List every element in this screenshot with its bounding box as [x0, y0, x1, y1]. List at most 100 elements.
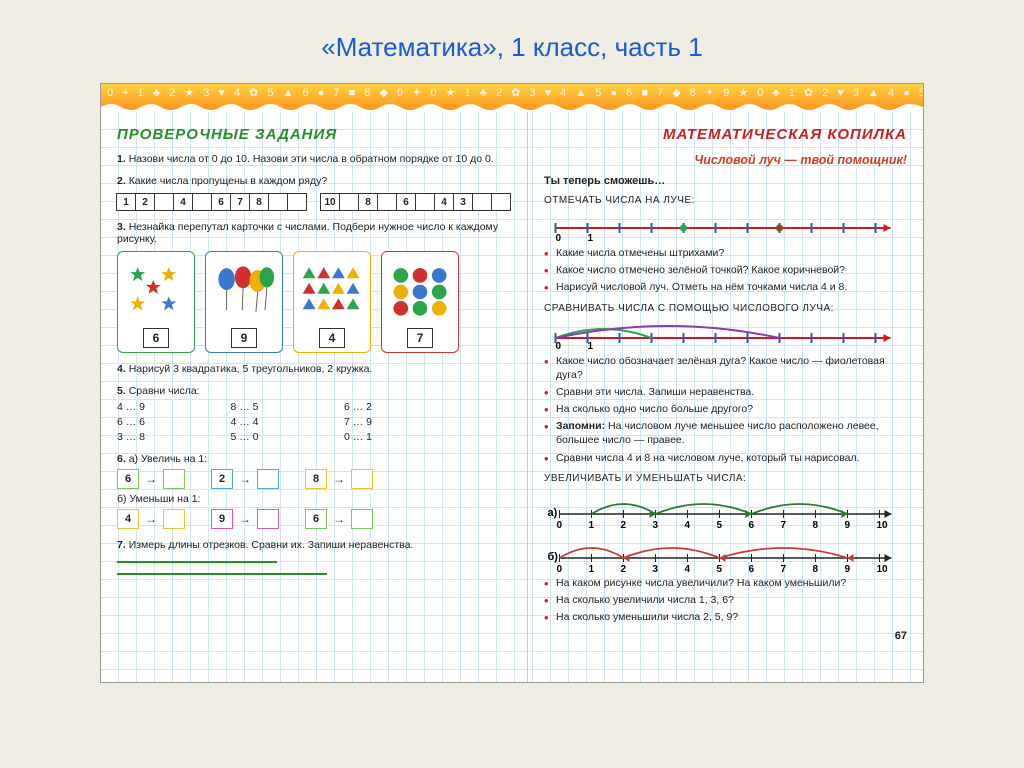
seq-cell: [287, 193, 307, 211]
section-2-cap: СРАВНИВАТЬ ЧИСЛА С ПОМОЩЬЮ ЧИСЛОВОГО ЛУЧ…: [544, 303, 907, 314]
bullet-item: Какое число отмечено зелёной точкой? Как…: [544, 263, 907, 277]
svg-text:2: 2: [621, 564, 627, 572]
decorative-top-border: 0 + 1 ♣ 2 ★ 3 ♥ 4 ✿ 5 ▲ 6 ● 7 ■ 8 ◆ 9 ✦ …: [101, 84, 923, 112]
segments: [117, 561, 511, 575]
task-5: 5. Сравни числа: 4 … 98 … 56 … 26 … 64 ……: [117, 385, 511, 443]
svg-text:3: 3: [653, 564, 659, 572]
bullet-item: Сравни эти числа. Запиши неравенства.: [544, 385, 907, 399]
section-3-cap: УВЕЛИЧИВАТЬ И УМЕНЬШАТЬ ЧИСЛА:: [544, 473, 907, 484]
seq-cell: [377, 193, 397, 211]
svg-text:0: 0: [556, 341, 562, 350]
svg-text:4: 4: [685, 564, 691, 572]
chain-box: 4: [117, 509, 139, 529]
compare-cell: 6 … 2: [344, 401, 426, 413]
task-3-num: 3.: [117, 221, 126, 233]
compare-grid: 4 … 98 … 56 … 26 … 64 … 47 … 93 … 85 … 0…: [117, 401, 511, 443]
right-subheader: Числовой луч — твой помощник!: [544, 153, 907, 167]
svg-text:4: 4: [685, 520, 691, 528]
seq-cell: 6: [396, 193, 416, 211]
chain-box: 6: [305, 509, 327, 529]
section-3-bullets: На каком рисунке числа увеличили? На как…: [544, 576, 907, 625]
arrow-icon: →: [145, 512, 157, 526]
seq-cell: [491, 193, 511, 211]
chain-box: 8: [305, 469, 327, 489]
task-1: 1. Назови числа от 0 до 10. Назови эти ч…: [117, 153, 511, 165]
task-4-num: 4.: [117, 363, 126, 375]
chain-box: 6: [117, 469, 139, 489]
chain-box-empty: [257, 469, 279, 489]
chain-box: 2: [211, 469, 233, 489]
compare-cell: 8 … 5: [231, 401, 313, 413]
svg-text:7: 7: [781, 520, 787, 528]
svg-text:9: 9: [845, 520, 851, 528]
svg-text:5: 5: [717, 520, 723, 528]
task-4: 4. Нарисуй 3 квадратика, 5 треугольников…: [117, 363, 511, 375]
compare-cell: 4 … 4: [231, 416, 313, 428]
bullet-item: Какие числа отмечены штрихами?: [544, 246, 907, 260]
seq-cell: 1: [116, 193, 136, 211]
chain-box-empty: [351, 469, 373, 489]
svg-text:1: 1: [589, 520, 595, 528]
sequence-1: 124678: [117, 193, 307, 211]
svg-text:0: 0: [557, 564, 563, 572]
task-1-num: 1.: [117, 153, 126, 165]
task-7-num: 7.: [117, 539, 126, 551]
svg-text:а): а): [548, 507, 558, 519]
number-line-1: 01: [544, 210, 907, 242]
svg-text:7: 7: [781, 564, 787, 572]
seq-cell: [339, 193, 359, 211]
compare-cell: 0 … 1: [344, 431, 426, 443]
compare-cell: 7 … 9: [344, 416, 426, 428]
seq-cell: 2: [135, 193, 155, 211]
task-3: 3. Незнайка перепутал карточки с числами…: [117, 221, 511, 353]
compare-cell: 5 … 0: [231, 431, 313, 443]
bullet-item: Сравни числа 4 и 8 на числовом луче, кот…: [544, 451, 907, 465]
svg-text:8: 8: [813, 564, 819, 572]
task-6: 6. а) Увеличь на 1: 6→2→8→ б) Уменьши на…: [117, 453, 511, 529]
bullet-item: Нарисуй числовой луч. Отметь на нём точк…: [544, 280, 907, 294]
you-can-text: Ты теперь сможешь…: [544, 175, 907, 187]
arrow-icon: →: [333, 512, 345, 526]
chain-box-empty: [163, 509, 185, 529]
bullet-item: На сколько увеличили числа 1, 3, 6?: [544, 593, 907, 607]
compare-cell: 6 … 6: [117, 416, 199, 428]
seq-cell: 10: [320, 193, 340, 211]
section-1-bullets: Какие числа отмечены штрихами? Какое числ…: [544, 246, 907, 295]
task-3-text: Незнайка перепутал карточки с числами. П…: [117, 221, 498, 245]
task-2-text: Какие числа пропущены в каждом ряду?: [129, 175, 327, 187]
svg-text:8: 8: [813, 520, 819, 528]
chain-a: 6→2→8→: [117, 469, 511, 489]
seq-cell: [415, 193, 435, 211]
chain-b: 4 → 9 → 6 →: [117, 509, 511, 529]
cards-row: 6 9 4 7: [117, 251, 511, 353]
textbook-spread: 0 + 1 ♣ 2 ★ 3 ♥ 4 ✿ 5 ▲ 6 ● 7 ■ 8 ◆ 9 ✦ …: [100, 83, 924, 683]
card-number: 7: [407, 328, 433, 348]
seq-cell: 3: [453, 193, 473, 211]
left-header: ПРОВЕРОЧНЫЕ ЗАДАНИЯ: [117, 126, 511, 143]
svg-text:1: 1: [589, 564, 595, 572]
svg-text:6: 6: [749, 520, 755, 528]
card: 7: [381, 251, 459, 353]
arrow-icon: →: [333, 472, 345, 486]
chain-box: 9: [211, 509, 233, 529]
task-6b-label: б) Уменьши на 1:: [117, 493, 200, 505]
chain-box-empty: [257, 509, 279, 529]
task-4-text: Нарисуй 3 квадратика, 5 треугольников, 2…: [129, 363, 373, 375]
arrow-icon: →: [145, 472, 157, 486]
number-line-3b: б) 0 1 2 3 4 5 6 7 8 9 10: [544, 532, 907, 572]
task-5-num: 5.: [117, 385, 126, 397]
task-7: 7. Измерь длины отрезков. Сравни их. Зап…: [117, 539, 511, 575]
svg-text:0: 0: [557, 520, 563, 528]
arrow-icon: →: [239, 512, 251, 526]
sequence-2: 108643: [321, 193, 511, 211]
number-line-2: 01: [544, 318, 907, 350]
svg-text:1: 1: [588, 341, 594, 350]
right-page: МАТЕМАТИЧЕСКАЯ КОПИЛКА Числовой луч — тв…: [528, 112, 923, 682]
seq-cell: 4: [434, 193, 454, 211]
task-1-text: Назови числа от 0 до 10. Назови эти числ…: [129, 153, 494, 165]
card: 4: [293, 251, 371, 353]
bullet-item: На каком рисунке числа увеличили? На как…: [544, 576, 907, 590]
bullet-item: На сколько уменьшили числа 2, 5, 9?: [544, 610, 907, 624]
bullet-item: На сколько одно число больше другого?: [544, 402, 907, 416]
seq-cell: 6: [211, 193, 231, 211]
